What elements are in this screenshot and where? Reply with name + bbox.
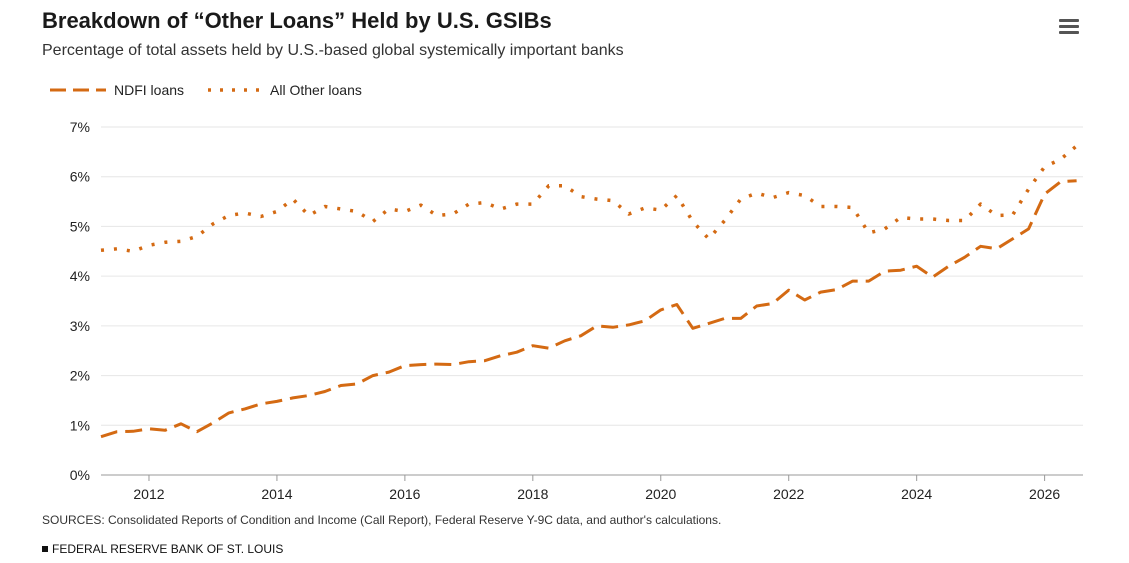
dashed-line-swatch-icon (50, 88, 106, 92)
legend-item-ndfi-loans[interactable]: NDFI loans (50, 82, 184, 98)
menu-bar (1059, 19, 1079, 22)
hamburger-menu-icon[interactable] (1056, 16, 1082, 40)
x-tick-label: 2018 (517, 486, 548, 502)
menu-bar (1059, 25, 1079, 28)
dotted-line-swatch-icon (208, 88, 263, 92)
x-tick-label: 2024 (901, 486, 932, 502)
series-line-all-other-loans (100, 144, 1078, 254)
org-name: FEDERAL RESERVE BANK OF ST. LOUIS (52, 542, 284, 556)
y-tick-label: 6% (70, 169, 90, 185)
legend-label-all-other-loans: All Other loans (270, 82, 362, 98)
x-tick-label: 2016 (389, 486, 420, 502)
menu-bar (1059, 31, 1079, 34)
y-tick-label: 7% (70, 119, 90, 135)
legend-label-ndfi-loans: NDFI loans (114, 82, 185, 98)
y-tick-label: 0% (70, 467, 90, 483)
x-tick-label: 2014 (261, 486, 292, 502)
x-tick-label: 2012 (133, 486, 164, 502)
square-bullet-icon (42, 546, 48, 552)
x-tick-label: 2020 (645, 486, 676, 502)
chart-legend: NDFI loans All Other loans (50, 80, 384, 100)
y-tick-label: 1% (70, 417, 90, 433)
y-tick-label: 3% (70, 318, 90, 334)
series-line-ndfi-loans (100, 179, 1077, 439)
chart-subtitle: Percentage of total assets held by U.S.-… (42, 42, 624, 59)
y-tick-label: 2% (70, 368, 90, 384)
x-tick-label: 2022 (773, 486, 804, 502)
chart-title: Breakdown of “Other Loans” Held by U.S. … (42, 8, 552, 33)
y-tick-label: 5% (70, 218, 90, 234)
sources-note: SOURCES: Consolidated Reports of Conditi… (42, 513, 722, 527)
x-tick-label: 2026 (1029, 486, 1060, 502)
legend-item-all-other-loans[interactable]: All Other loans (206, 82, 362, 98)
footer-org: FEDERAL RESERVE BANK OF ST. LOUIS (42, 542, 283, 556)
y-tick-label: 4% (70, 268, 90, 284)
